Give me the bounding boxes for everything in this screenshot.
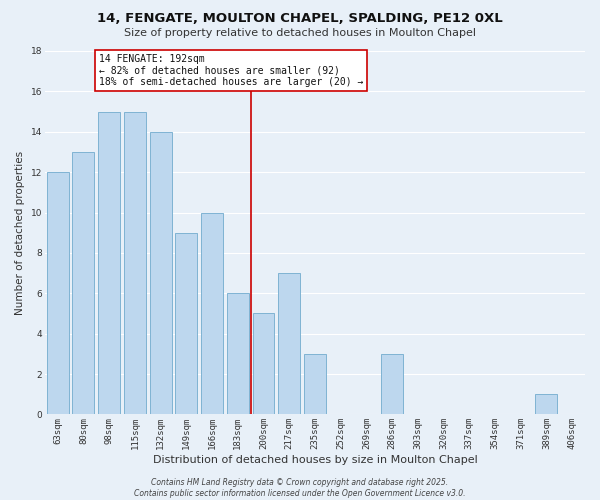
Text: Contains HM Land Registry data © Crown copyright and database right 2025.
Contai: Contains HM Land Registry data © Crown c… <box>134 478 466 498</box>
Text: 14, FENGATE, MOULTON CHAPEL, SPALDING, PE12 0XL: 14, FENGATE, MOULTON CHAPEL, SPALDING, P… <box>97 12 503 26</box>
Bar <box>175 232 197 414</box>
Y-axis label: Number of detached properties: Number of detached properties <box>15 150 25 315</box>
Bar <box>124 112 146 414</box>
Bar <box>149 132 172 414</box>
Bar <box>304 354 326 414</box>
Bar <box>278 273 300 414</box>
Bar <box>201 212 223 414</box>
Bar <box>73 152 94 414</box>
X-axis label: Distribution of detached houses by size in Moulton Chapel: Distribution of detached houses by size … <box>152 455 477 465</box>
Text: 14 FENGATE: 192sqm
← 82% of detached houses are smaller (92)
18% of semi-detache: 14 FENGATE: 192sqm ← 82% of detached hou… <box>99 54 363 87</box>
Bar <box>227 294 248 414</box>
Bar <box>535 394 557 414</box>
Bar <box>381 354 403 414</box>
Text: Size of property relative to detached houses in Moulton Chapel: Size of property relative to detached ho… <box>124 28 476 38</box>
Bar <box>47 172 68 414</box>
Bar <box>253 314 274 414</box>
Bar <box>98 112 120 414</box>
